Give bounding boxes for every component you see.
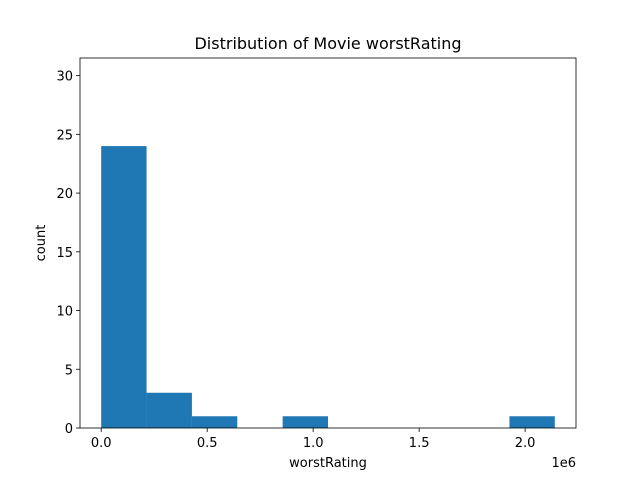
y-tick-label: 5 — [65, 363, 73, 378]
y-tick-label: 10 — [56, 305, 73, 320]
x-tick-label: 1.0 — [303, 436, 324, 451]
x-tick-label: 1.5 — [409, 436, 430, 451]
histogram-bar — [101, 146, 147, 428]
histogram-bar — [191, 416, 238, 428]
histogram-bar — [509, 416, 555, 428]
histogram-bar — [146, 392, 192, 428]
histogram-bar — [282, 416, 328, 428]
plot-area-frame — [79, 57, 577, 429]
y-axis-label: count — [34, 225, 49, 262]
x-tick-label: 0.0 — [91, 436, 112, 451]
y-tick-label: 15 — [56, 246, 73, 261]
x-tick-label: 2.0 — [515, 436, 536, 451]
y-tick-label: 20 — [56, 187, 73, 202]
y-tick-label: 25 — [56, 128, 73, 143]
x-axis-label: worstRating — [289, 456, 367, 471]
y-axis-ticks: 0 5 10 15 20 25 30 — [56, 70, 80, 437]
x-axis-ticks: 0.0 0.5 1.0 1.5 2.0 — [91, 428, 536, 451]
y-tick-label: 30 — [56, 70, 73, 85]
chart-title: Distribution of Movie worstRating — [194, 34, 461, 53]
bars-group — [101, 146, 555, 428]
x-axis-offset-label: 1e6 — [551, 456, 576, 471]
x-tick-label: 0.5 — [197, 436, 218, 451]
y-tick-label: 0 — [65, 422, 73, 437]
